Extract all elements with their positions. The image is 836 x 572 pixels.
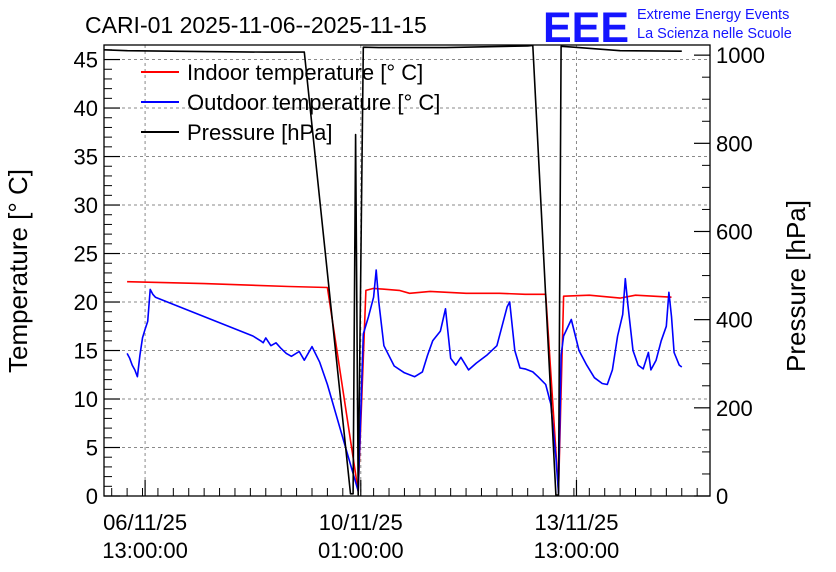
y-axis-label: Temperature [° C]: [3, 169, 33, 373]
y-tick-label: 15: [74, 339, 98, 364]
axes-layer: 0 5 10 15 20 25 30 35 40 45 0 200 400 600 800 1000 06/11…: [74, 43, 765, 563]
x-tick-label-time: 13:00:00: [534, 538, 620, 563]
legend-label-outdoor: Outdoor temperature [° C]: [187, 90, 440, 115]
y2-tick-label: 400: [716, 308, 753, 333]
legend-label-pressure: Pressure [hPa]: [187, 120, 333, 145]
y2-tick-label: 200: [716, 396, 753, 421]
series-line-pressure: [103, 44, 682, 496]
y-tick-label: 45: [74, 48, 98, 73]
y-tick-label: 25: [74, 242, 98, 267]
logo-line-1: Extreme Energy Events: [637, 7, 789, 23]
chart-title: CARI-01 2025-11-06--2025-11-15: [85, 12, 427, 38]
x-tick-label-date: 06/11/25: [103, 510, 187, 535]
y2-tick-label: 800: [716, 131, 753, 156]
logo-line-2: La Scienza nelle Scuole: [637, 26, 792, 42]
grid: [104, 45, 710, 496]
y-tick-label: 0: [86, 484, 98, 509]
y-tick-label: 40: [74, 96, 98, 121]
y2-tick-label: 1000: [716, 43, 765, 68]
plot-frame: [103, 44, 711, 497]
y2-tick-label: 600: [716, 219, 753, 244]
y-tick-label: 20: [74, 290, 98, 315]
series-line-outdoor: [126, 269, 683, 494]
logo-eee-text: EEE: [543, 4, 629, 52]
y-tick-label: 10: [74, 387, 98, 412]
legend: Indoor temperature [° C] Outdoor tempera…: [141, 60, 440, 145]
series-layer: [103, 44, 683, 496]
x-tick-label-time: 13:00:00: [102, 538, 188, 563]
eee-logo: EEE Extreme Energy Events La Scienza nel…: [543, 4, 792, 52]
y-tick-label: 35: [74, 145, 98, 170]
y2-axis-label: Pressure [hPa]: [781, 200, 811, 372]
y-tick-label: 5: [86, 436, 98, 461]
legend-label-indoor: Indoor temperature [° C]: [187, 60, 423, 85]
y-tick-label: 30: [74, 193, 98, 218]
x-tick-label-date: 13/11/25: [534, 510, 618, 535]
x-tick-label-time: 01:00:00: [318, 538, 404, 563]
x-tick-label-date: 10/11/25: [319, 510, 403, 535]
y2-tick-label: 0: [716, 484, 728, 509]
